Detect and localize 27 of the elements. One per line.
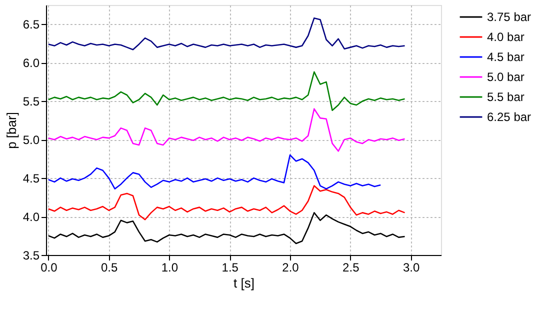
x-tick-label: 1.0 xyxy=(161,260,178,274)
legend-label: 4.5 bar xyxy=(487,50,524,64)
legend-label: 3.75 bar xyxy=(487,10,532,24)
x-axis-title: t [s] xyxy=(234,276,254,290)
y-tick-label: 6.5 xyxy=(22,18,40,32)
legend-label: 5.5 bar xyxy=(487,90,524,104)
y-axis-title: p [bar] xyxy=(4,112,19,149)
x-tick-label: 2.5 xyxy=(342,260,360,274)
line-series xyxy=(48,71,406,112)
legend-label: 5.0 bar xyxy=(487,70,524,84)
y-tick-label: 5.0 xyxy=(22,133,40,148)
y-tick-label: 4.5 xyxy=(22,172,40,186)
legend-label: 6.25 bar xyxy=(487,110,532,124)
x-tick-label: 2.0 xyxy=(282,260,300,274)
y-tick-label: 3.5 xyxy=(22,248,40,262)
legend-label: 4.0 bar xyxy=(487,30,524,44)
x-tick-label: 1.5 xyxy=(222,260,239,274)
line-series xyxy=(48,17,406,50)
x-tick-label: 0.0 xyxy=(40,260,58,274)
line-series xyxy=(48,185,406,220)
y-tick-label: 6.0 xyxy=(22,56,40,70)
line-series xyxy=(48,154,382,190)
line-series xyxy=(48,108,406,152)
x-tick-label: 0.5 xyxy=(100,260,118,274)
x-tick-label: 3.0 xyxy=(402,260,420,274)
y-tick-label: 4.0 xyxy=(22,210,40,224)
y-tick-label: 5.5 xyxy=(22,94,40,109)
